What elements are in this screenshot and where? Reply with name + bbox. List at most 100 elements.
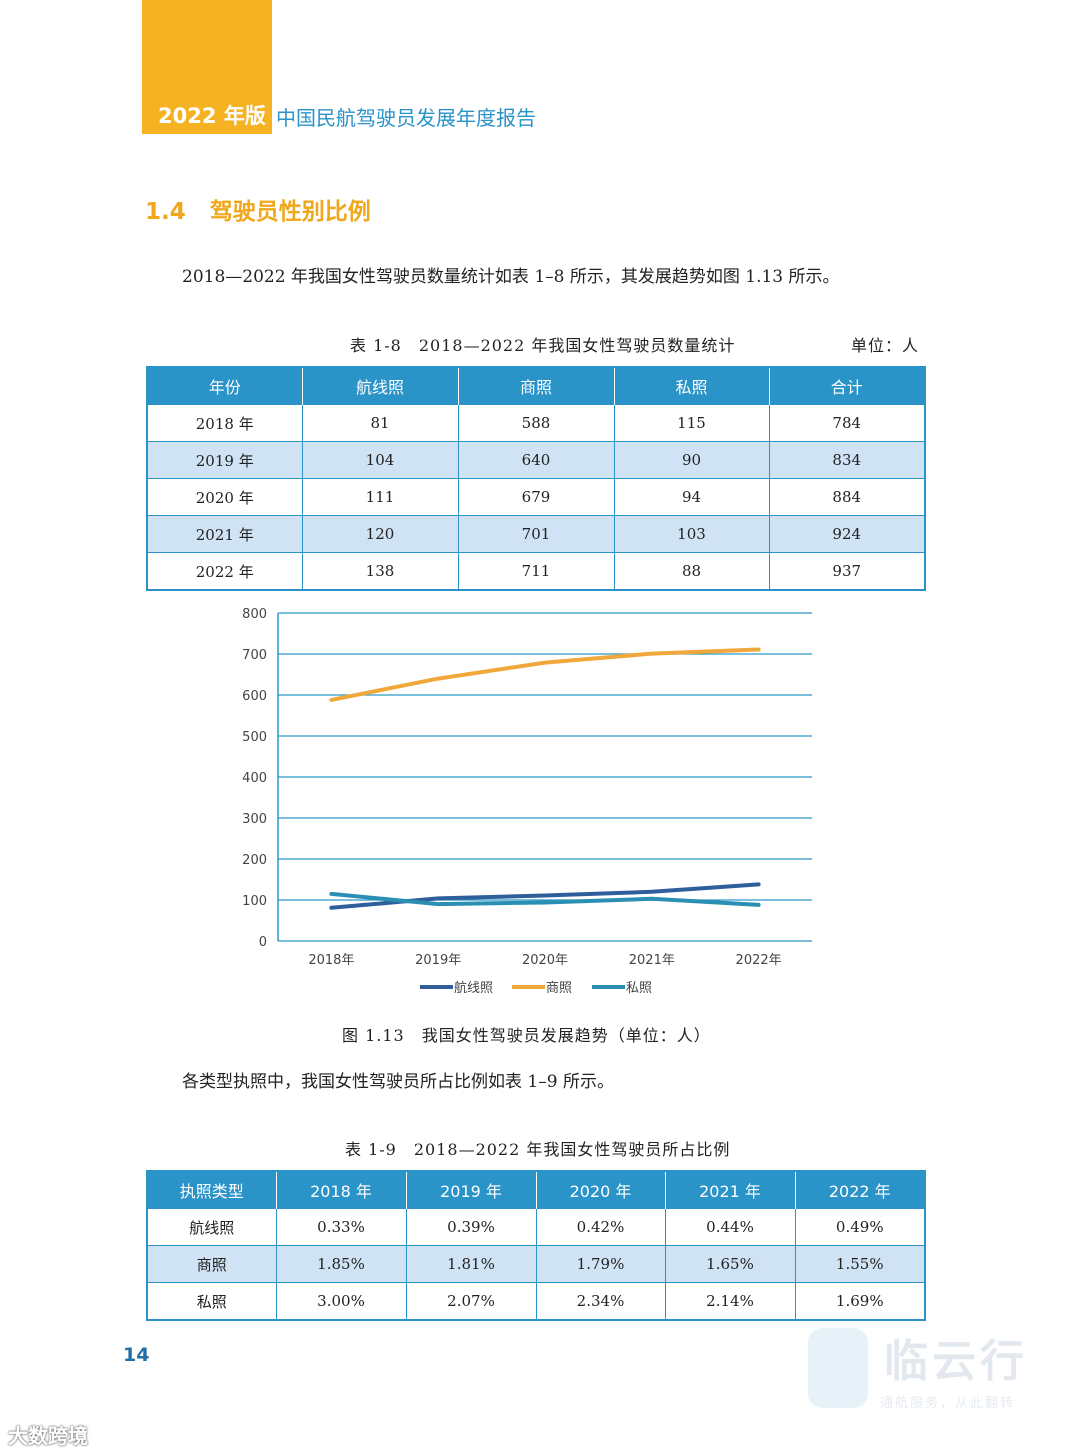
watermark-slogan: 通航服务，从此翻转 <box>880 1396 1016 1411</box>
table-cell: 834 <box>768 441 926 479</box>
table-cell: 1.79% <box>535 1245 666 1283</box>
watermark-logo <box>808 1328 868 1408</box>
legend-label: 私照 <box>626 981 652 996</box>
table-cell: 588 <box>457 404 615 442</box>
table-cell: 138 <box>301 552 459 591</box>
report-title: 中国民航驾驶员发展年度报告 <box>276 106 536 130</box>
page-number: 14 <box>123 1344 150 1366</box>
section-number: 1.4 <box>145 199 186 225</box>
table-cell: 商照 <box>146 1245 277 1283</box>
data-point <box>329 698 333 702</box>
x-tick-label: 2022年 <box>736 953 782 968</box>
data-point <box>650 897 654 901</box>
table-cell: 0.42% <box>535 1208 666 1246</box>
table-cell: 640 <box>457 441 615 479</box>
table-cell: 1.69% <box>794 1282 926 1321</box>
table2-caption: 表 1-9 2018—2022 年我国女性驾驶员所占比例 <box>345 1140 731 1159</box>
x-tick-label: 2019年 <box>415 953 461 968</box>
table-cell: 3.00% <box>275 1282 407 1321</box>
table-cell: 88 <box>613 552 770 591</box>
y-tick-label: 800 <box>242 607 267 622</box>
female-pilot-ratio-table: 执照类型 2018 年 2019 年 2020 年 2021 年 2022 年 … <box>146 1170 926 1321</box>
table-header-cell: 2022 年 <box>794 1171 925 1209</box>
data-point <box>329 906 333 910</box>
y-tick-label: 700 <box>242 648 267 663</box>
table-cell: 1.81% <box>405 1245 537 1283</box>
table-header-cell: 2018 年 <box>275 1171 406 1209</box>
data-point <box>436 677 440 681</box>
data-point <box>650 652 654 656</box>
table-cell: 90 <box>613 441 770 479</box>
table-header-cell: 航线照 <box>301 367 458 405</box>
table-cell: 航线照 <box>146 1208 277 1246</box>
edition-label: 2022 年版 <box>158 104 266 128</box>
y-tick-label: 300 <box>242 812 267 827</box>
table-cell: 1.65% <box>664 1245 796 1283</box>
table-row: 2019 年 104 640 90 834 <box>146 441 926 479</box>
table-header-cell: 私照 <box>613 367 769 405</box>
data-point <box>543 661 547 665</box>
table-header-cell: 合计 <box>768 367 925 405</box>
data-point <box>543 900 547 904</box>
table-cell: 937 <box>768 552 926 591</box>
table-cell: 104 <box>301 441 459 479</box>
table-cell: 2019 年 <box>146 441 303 479</box>
y-tick-label: 400 <box>242 771 267 786</box>
table-row: 2018 年 81 588 115 784 <box>146 404 926 442</box>
table-row: 2021 年 120 701 103 924 <box>146 515 926 553</box>
table-cell: 94 <box>613 478 770 516</box>
data-point <box>757 903 761 907</box>
table1-unit: 单位：人 <box>851 336 920 355</box>
table-row: 2020 年 111 679 94 884 <box>146 478 926 516</box>
table-cell: 103 <box>613 515 770 553</box>
table-header-cell: 执照类型 <box>147 1171 276 1209</box>
data-point <box>436 902 440 906</box>
legend-label: 商照 <box>546 981 572 996</box>
data-point <box>329 892 333 896</box>
data-point <box>436 896 440 900</box>
table-row: 商照 1.85% 1.81% 1.79% 1.65% 1.55% <box>146 1245 926 1283</box>
intro-paragraph: 2018—2022 年我国女性驾驶员数量统计如表 1–8 所示，其发展趋势如图 … <box>182 267 840 287</box>
edition-badge <box>142 0 272 134</box>
legend-label: 航线照 <box>454 980 493 996</box>
data-point <box>757 647 761 651</box>
y-tick-label: 100 <box>242 894 267 909</box>
table-cell: 924 <box>768 515 926 553</box>
table-cell: 0.33% <box>275 1208 407 1246</box>
female-pilot-count-table: 年份 航线照 商照 私照 合计 2018 年 81 588 115 784 20… <box>146 366 926 591</box>
table-cell: 0.49% <box>794 1208 926 1246</box>
table1-caption: 表 1-8 2018—2022 年我国女性驾驶员数量统计 <box>350 336 736 355</box>
table-cell: 2.07% <box>405 1282 537 1321</box>
data-point <box>543 893 547 897</box>
y-tick-label: 0 <box>259 935 267 950</box>
table-cell: 1.85% <box>275 1245 407 1283</box>
table-cell: 2022 年 <box>146 552 303 591</box>
ratio-paragraph: 各类型执照中，我国女性驾驶员所占比例如表 1–9 所示。 <box>182 1072 614 1092</box>
table-cell: 私照 <box>146 1282 277 1321</box>
table-row: 2022 年 138 711 88 937 <box>146 552 926 591</box>
table-cell: 1.55% <box>794 1245 926 1283</box>
table-header-cell: 年份 <box>147 367 302 405</box>
table-header-row: 执照类型 2018 年 2019 年 2020 年 2021 年 2022 年 <box>147 1171 925 1209</box>
x-tick-label: 2020年 <box>522 953 568 968</box>
x-tick-label: 2021年 <box>629 953 675 968</box>
table-header-row: 年份 航线照 商照 私照 合计 <box>147 367 925 405</box>
table-header-cell: 2019 年 <box>405 1171 536 1209</box>
table-cell: 0.44% <box>664 1208 796 1246</box>
watermark-brand: 临云行 <box>884 1336 1028 1387</box>
table-header-cell: 商照 <box>457 367 614 405</box>
table-header-cell: 2021 年 <box>664 1171 795 1209</box>
table-cell: 2018 年 <box>146 404 303 442</box>
table-cell: 701 <box>457 515 615 553</box>
table-cell: 2.34% <box>535 1282 666 1321</box>
table-cell: 0.39% <box>405 1208 537 1246</box>
data-point <box>650 890 654 894</box>
table-cell: 120 <box>301 515 459 553</box>
section-heading: 1.4 驾驶员性别比例 <box>145 192 371 226</box>
y-tick-label: 500 <box>242 730 267 745</box>
table-header-cell: 2020 年 <box>535 1171 665 1209</box>
y-tick-label: 200 <box>242 853 267 868</box>
table-cell: 111 <box>301 478 459 516</box>
table-row: 私照 3.00% 2.07% 2.34% 2.14% 1.69% <box>146 1282 926 1321</box>
